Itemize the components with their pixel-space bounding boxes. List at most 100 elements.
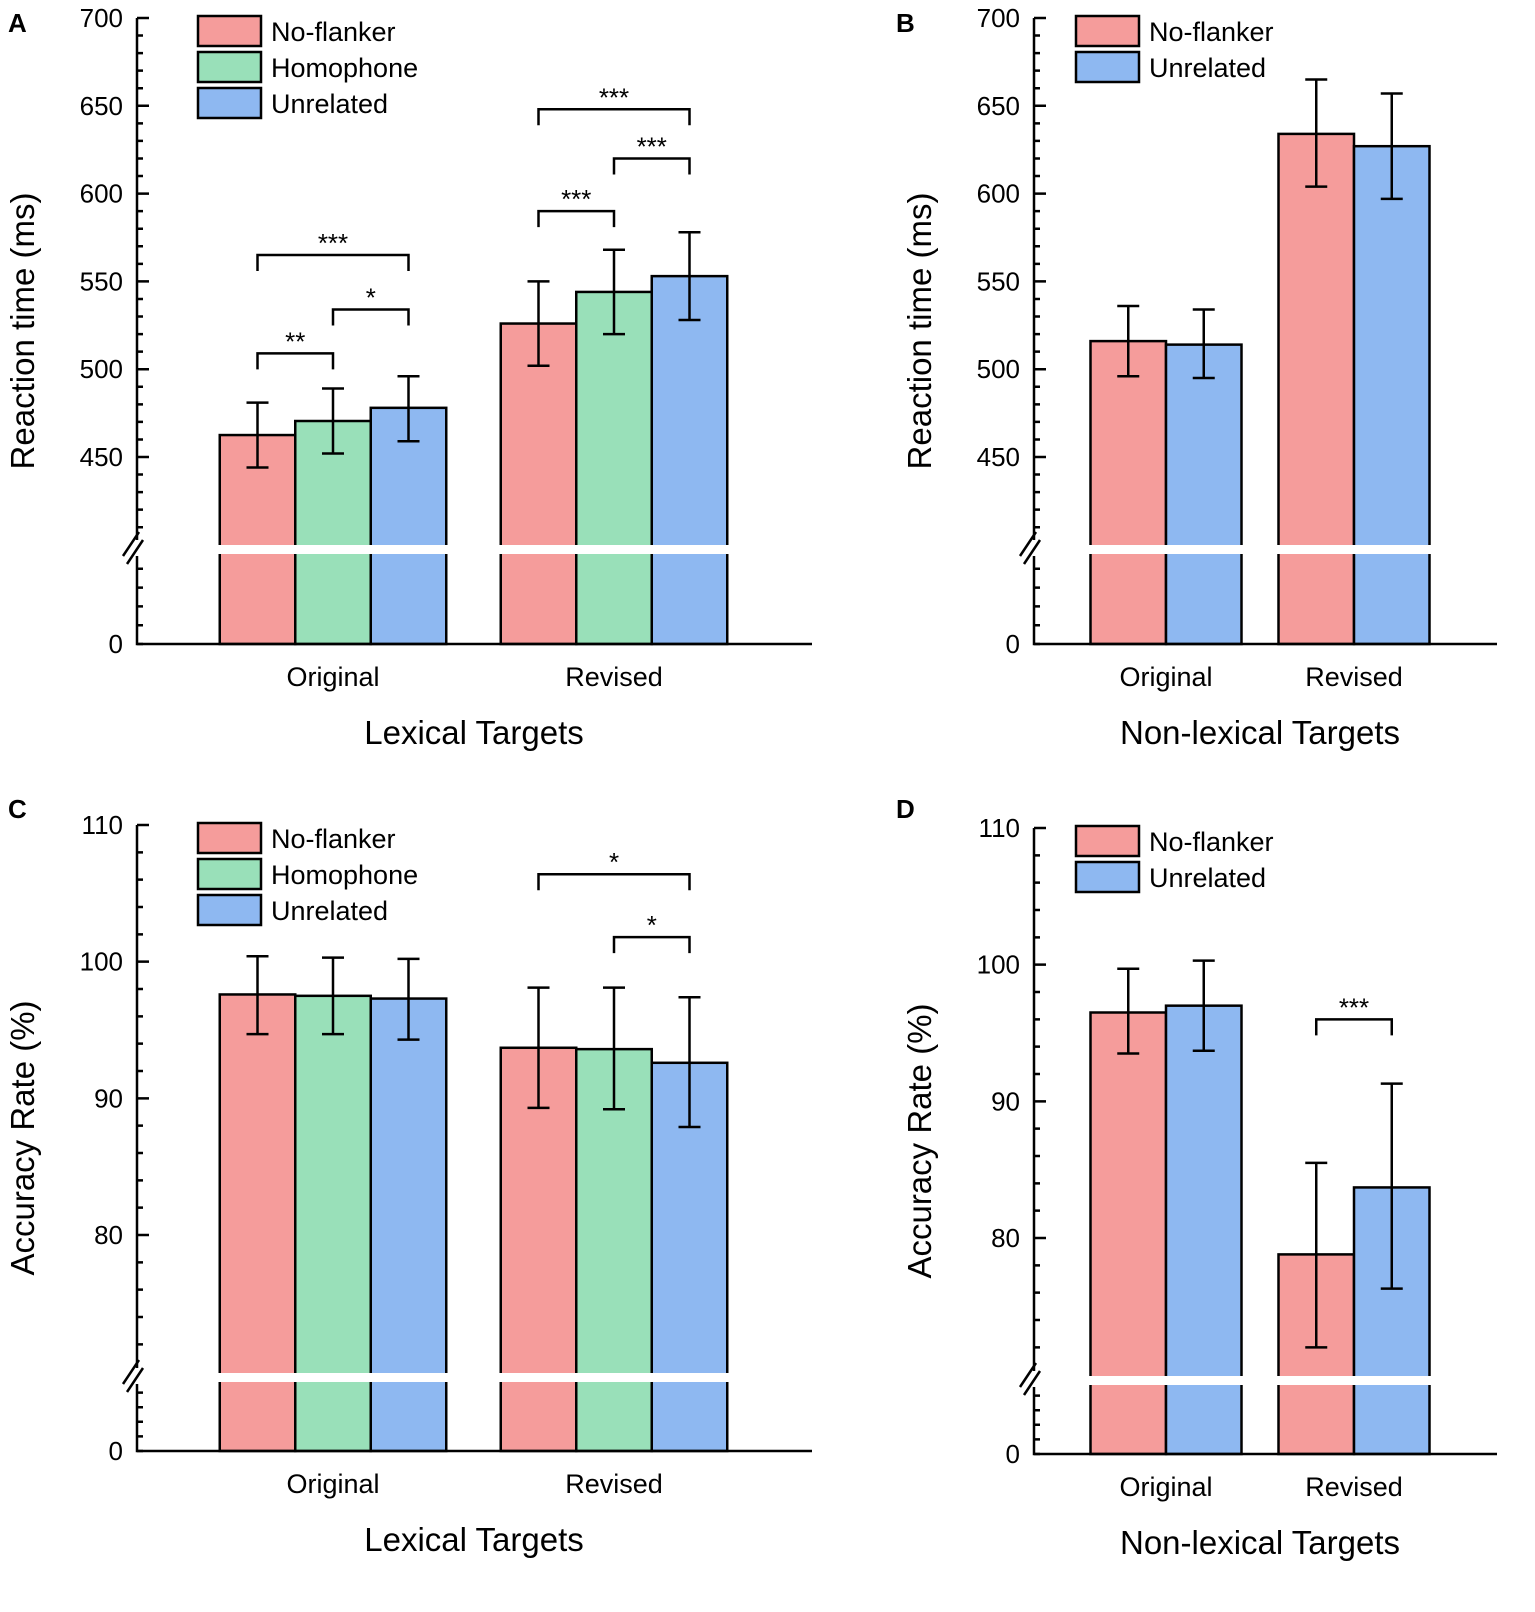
axis-break-icon xyxy=(1018,531,1042,565)
error-bar xyxy=(603,986,625,1111)
legend-swatch xyxy=(196,50,263,84)
bar-homophone-original xyxy=(294,994,372,1453)
significance-label: *** xyxy=(599,82,629,112)
y-tick-label: 80 xyxy=(94,1220,123,1250)
legend-swatch xyxy=(196,893,263,927)
y-ticks xyxy=(1034,826,1046,1456)
legend-label: No-flanker xyxy=(1149,17,1274,47)
significance-bracket xyxy=(612,157,691,175)
significance-bracket xyxy=(612,935,691,954)
x-tick-label: Original xyxy=(1119,1472,1212,1502)
y-tick-label: 110 xyxy=(82,810,123,840)
x-tick-label: Revised xyxy=(565,1469,663,1499)
panel-D: Original Revised 80 90 100 110 0 D Accuracy Rate… xyxy=(896,794,1497,1561)
bar-no-flanker-revised xyxy=(499,1046,578,1453)
bar-no-flanker-revised xyxy=(499,322,578,646)
error-bar xyxy=(1305,78,1328,188)
bar-unrelated-original xyxy=(369,997,448,1453)
legend-swatch xyxy=(196,86,263,120)
axis-break-gap xyxy=(217,1373,449,1382)
y-tick-label-zero: 0 xyxy=(109,629,123,659)
x-tick-label: Revised xyxy=(1305,1472,1403,1502)
x-axis-title: Lexical Targets xyxy=(364,714,584,751)
y-tick-label: 650 xyxy=(977,91,1020,121)
legend-swatch xyxy=(1074,860,1141,894)
axis-break-icon xyxy=(121,531,145,565)
bar-no-flanker-original xyxy=(1089,339,1168,646)
legend-swatch xyxy=(1074,50,1141,84)
legend-swatch xyxy=(1074,824,1141,858)
axis-break-gap xyxy=(1276,1376,1432,1385)
legend-label: Unrelated xyxy=(1149,53,1266,83)
axis-break-icon xyxy=(1018,1362,1042,1396)
error-bar xyxy=(1192,959,1215,1053)
x-axis-title: Lexical Targets xyxy=(364,1521,584,1558)
error-bar xyxy=(322,956,344,1036)
y-tick-label: 600 xyxy=(977,179,1020,209)
y-tick-label: 100 xyxy=(977,950,1020,980)
error-bar xyxy=(322,387,344,455)
error-bar xyxy=(1117,304,1140,378)
error-bar xyxy=(246,401,269,469)
error-bar xyxy=(397,957,420,1041)
y-ticks xyxy=(1034,16,1046,646)
y-tick-label: 450 xyxy=(80,442,123,472)
legend-label: Homophone xyxy=(271,53,418,83)
bar-no-flanker-revised xyxy=(1277,132,1356,646)
y-tick-label: 550 xyxy=(80,266,123,296)
significance-bracket xyxy=(331,308,410,326)
y-tick-label-zero: 0 xyxy=(109,1436,123,1466)
axis-break-gap xyxy=(1088,545,1244,554)
y-tick-label: 90 xyxy=(94,1083,123,1113)
panel-C: Original Revised 80 90 100 110 0 C Accuracy Rate… xyxy=(4,794,812,1558)
significance-bracket xyxy=(537,209,616,228)
error-bar xyxy=(397,374,420,443)
y-tick-label: 600 xyxy=(80,179,123,209)
bar-unrelated-revised xyxy=(650,274,729,646)
legend-label: No-flanker xyxy=(1149,827,1274,857)
x-tick-label: Original xyxy=(286,1469,379,1499)
panel-letter: B xyxy=(896,8,915,38)
significance-label: *** xyxy=(561,184,591,214)
y-tick-label: 700 xyxy=(80,3,123,33)
error-bar xyxy=(1305,1161,1328,1349)
panel-letter: C xyxy=(8,794,27,824)
significance-label: * xyxy=(609,847,619,877)
x-tick-label: Original xyxy=(286,662,379,692)
legend-label: Unrelated xyxy=(271,896,388,926)
axis-break-gap xyxy=(1088,1376,1244,1385)
bar-homophone-revised xyxy=(575,290,653,646)
panel-B: Original Revised 450 500 550 600 650 700 0 B React… xyxy=(896,3,1497,751)
error-bar xyxy=(527,280,550,367)
y-axis-title: Reaction time (ms) xyxy=(901,193,938,470)
significance-label: *** xyxy=(637,131,667,161)
bar-unrelated-original xyxy=(369,406,448,646)
legend-swatch xyxy=(1074,14,1141,48)
panel-letter: D xyxy=(896,794,915,824)
y-tick-label-zero: 0 xyxy=(1006,1439,1020,1469)
axis-break-gap xyxy=(498,1373,730,1382)
error-bar xyxy=(603,248,625,336)
axis-break-gap xyxy=(217,545,449,554)
y-ticks xyxy=(137,16,149,646)
error-bar xyxy=(1380,1082,1403,1290)
legend-label: No-flanker xyxy=(271,824,396,854)
significance-label: *** xyxy=(1339,992,1369,1022)
y-axis-title: Accuracy Rate (%) xyxy=(4,1000,41,1275)
bar-no-flanker-original xyxy=(218,433,297,646)
bar-unrelated-original xyxy=(1164,343,1243,646)
significance-bracket xyxy=(256,352,335,370)
bar-no-flanker-original xyxy=(1089,1011,1168,1456)
bar-homophone-original xyxy=(294,419,372,646)
axis-break-gap xyxy=(498,545,730,554)
x-axis-title: Non-lexical Targets xyxy=(1120,1524,1400,1561)
significance-label: ** xyxy=(285,326,305,356)
significance-label: * xyxy=(366,282,376,312)
bar-homophone-revised xyxy=(575,1047,653,1453)
bar-no-flanker-original xyxy=(218,993,297,1453)
error-bar xyxy=(678,995,701,1129)
y-tick-label: 100 xyxy=(80,947,123,977)
y-ticks xyxy=(137,823,149,1453)
significance-bracket xyxy=(537,108,691,126)
error-bar xyxy=(1192,308,1215,380)
